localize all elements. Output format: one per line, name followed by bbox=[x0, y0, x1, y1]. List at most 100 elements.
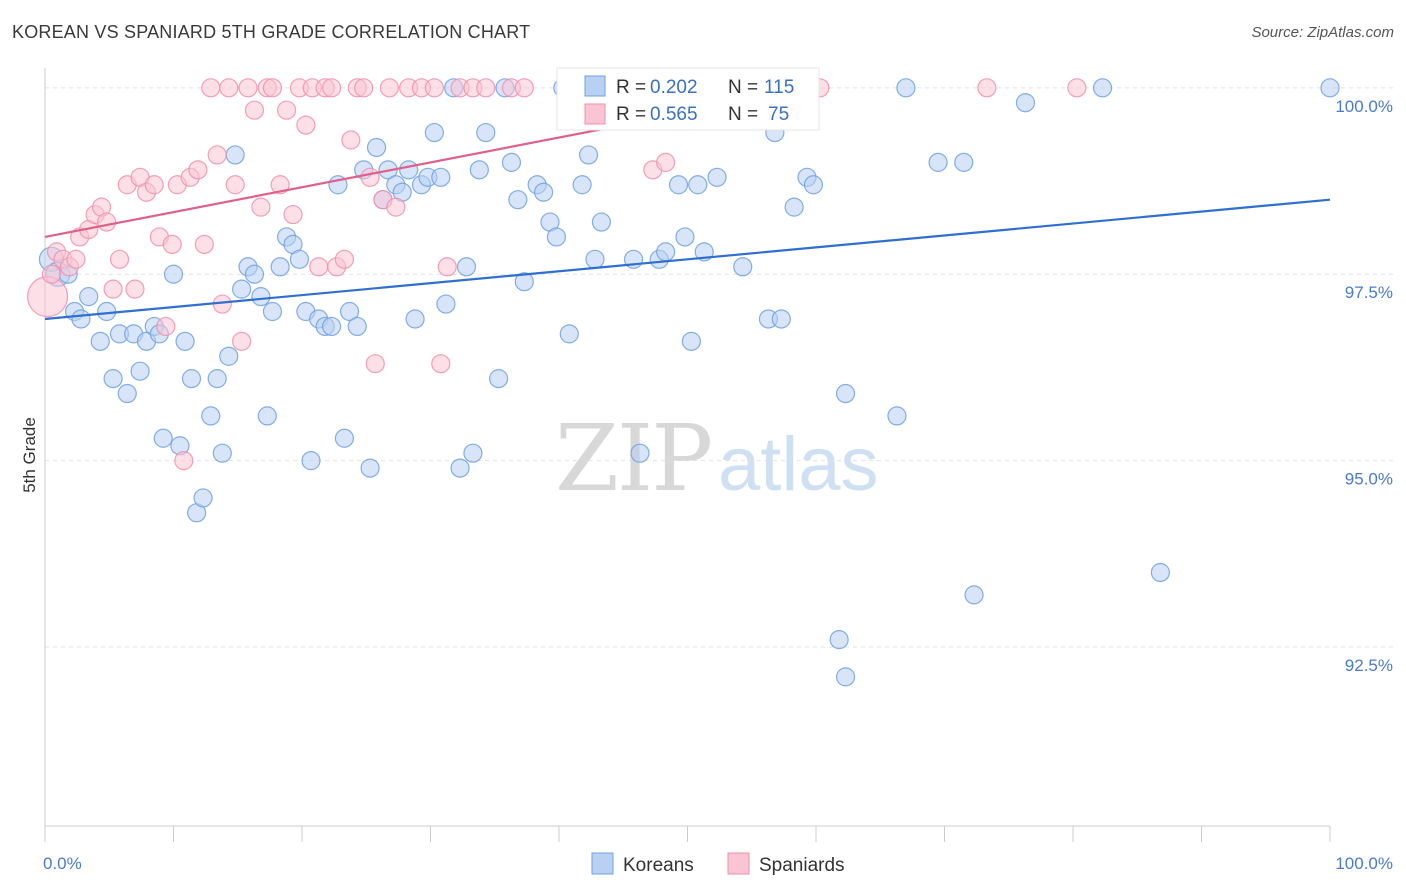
svg-text:atlas: atlas bbox=[718, 422, 879, 507]
koreans-points bbox=[38, 78, 1340, 687]
korean-point bbox=[347, 316, 367, 337]
axes bbox=[44, 68, 1331, 842]
koreans-trend-line bbox=[44, 198, 1331, 321]
korean-point bbox=[450, 458, 470, 478]
y-tick-label: 95.0% bbox=[1345, 470, 1393, 489]
korean-point bbox=[262, 301, 283, 322]
legend-koreans-n-label: N = bbox=[728, 77, 758, 98]
korean-point bbox=[1092, 78, 1113, 98]
korean-point bbox=[207, 369, 227, 389]
korean-point bbox=[829, 629, 849, 650]
korean-point bbox=[117, 383, 137, 404]
y-tick-labels: 92.5% 95.0% 97.5% 100.0% bbox=[1335, 97, 1393, 675]
spaniard-point bbox=[514, 78, 534, 98]
korean-point bbox=[514, 272, 534, 292]
korean-point bbox=[399, 160, 419, 180]
x-tick-labels: 0.0% 100.0% bbox=[43, 854, 1393, 873]
legend-koreans-swatch bbox=[584, 75, 606, 97]
spaniard-point bbox=[174, 451, 194, 471]
spaniard-point bbox=[219, 78, 239, 98]
korean-point bbox=[424, 122, 444, 143]
spaniard-point bbox=[66, 249, 86, 269]
spaniard-point bbox=[207, 145, 227, 165]
source-label: Source: ZipAtlas.com bbox=[1251, 24, 1394, 41]
spaniard-point bbox=[321, 78, 342, 98]
korean-point bbox=[469, 160, 489, 180]
korean-point bbox=[835, 667, 856, 687]
spaniard-point bbox=[251, 197, 271, 217]
spaniard-point bbox=[1067, 78, 1087, 98]
korean-point bbox=[405, 309, 425, 329]
spaniard-point bbox=[276, 100, 297, 120]
korean-point bbox=[456, 257, 477, 277]
korean-point bbox=[360, 458, 380, 478]
spaniard-point bbox=[334, 249, 355, 269]
legend-spaniards-swatch bbox=[584, 103, 606, 125]
spaniard-point bbox=[656, 152, 676, 172]
korean-point bbox=[257, 406, 277, 426]
korean-point bbox=[232, 279, 252, 299]
spaniard-point bbox=[156, 316, 176, 337]
korean-point bbox=[578, 145, 599, 165]
korean-point bbox=[784, 197, 804, 217]
spaniard-point bbox=[144, 175, 164, 195]
spaniard-point bbox=[424, 78, 444, 98]
spaniard-point bbox=[476, 78, 496, 98]
spaniard-point bbox=[977, 78, 997, 98]
korean-point bbox=[251, 287, 271, 307]
korean-point bbox=[559, 324, 579, 344]
korean-point bbox=[585, 249, 605, 269]
korean-point bbox=[366, 137, 387, 158]
spaniard-point bbox=[270, 175, 290, 195]
korean-point bbox=[656, 242, 676, 262]
korean-point bbox=[501, 152, 522, 172]
korean-point bbox=[436, 294, 456, 314]
x-tick-label: 100.0% bbox=[1335, 854, 1393, 873]
korean-point bbox=[508, 190, 528, 210]
korean-point bbox=[630, 443, 650, 463]
spaniard-point bbox=[244, 100, 265, 120]
spaniard-point bbox=[365, 354, 385, 374]
legend-spaniards-label: Spaniards bbox=[759, 855, 845, 876]
korean-point bbox=[463, 443, 483, 463]
korean-point bbox=[130, 361, 150, 381]
legend-koreans-n-value: 115 bbox=[764, 77, 794, 98]
spaniard-point bbox=[296, 115, 316, 135]
korean-point bbox=[90, 331, 110, 351]
legend-spaniards-r-value: 0.565 bbox=[650, 104, 698, 125]
legend-spaniards-marker bbox=[727, 852, 750, 875]
korean-point bbox=[97, 301, 117, 322]
spaniard-point bbox=[360, 167, 380, 187]
korean-point bbox=[1015, 93, 1036, 113]
spaniard-point bbox=[341, 130, 361, 150]
chart-title: KOREAN VS SPANIARD 5TH GRADE CORRELATION… bbox=[12, 22, 531, 42]
korean-point bbox=[79, 287, 99, 307]
spaniard-point bbox=[354, 78, 374, 98]
spaniard-point bbox=[431, 354, 451, 374]
spaniard-point bbox=[437, 257, 457, 277]
spaniard-point bbox=[194, 234, 214, 255]
zipatlas-watermark: ZIP atlas bbox=[555, 405, 879, 512]
korean-point bbox=[289, 249, 310, 269]
korean-point bbox=[803, 175, 824, 195]
korean-point bbox=[270, 257, 290, 277]
korean-point bbox=[301, 451, 321, 471]
y-tick-label: 97.5% bbox=[1345, 283, 1393, 302]
series-legend: Koreans Spaniards bbox=[591, 852, 845, 876]
spaniards-points bbox=[26, 78, 1087, 471]
korean-point bbox=[707, 167, 727, 187]
legend-spaniards-r-label: R = bbox=[616, 104, 646, 125]
spaniard-point bbox=[283, 204, 303, 225]
korean-point bbox=[193, 488, 213, 508]
spaniard-point bbox=[238, 78, 258, 98]
korean-point bbox=[225, 145, 245, 165]
spaniard-point bbox=[103, 279, 123, 299]
korean-point bbox=[591, 212, 612, 232]
korean-point bbox=[1320, 78, 1340, 98]
korean-point bbox=[733, 257, 753, 277]
legend-koreans-r-value: 0.202 bbox=[650, 77, 698, 98]
korean-point bbox=[681, 331, 701, 351]
spaniard-point bbox=[225, 175, 245, 195]
spaniard-point bbox=[262, 78, 283, 98]
